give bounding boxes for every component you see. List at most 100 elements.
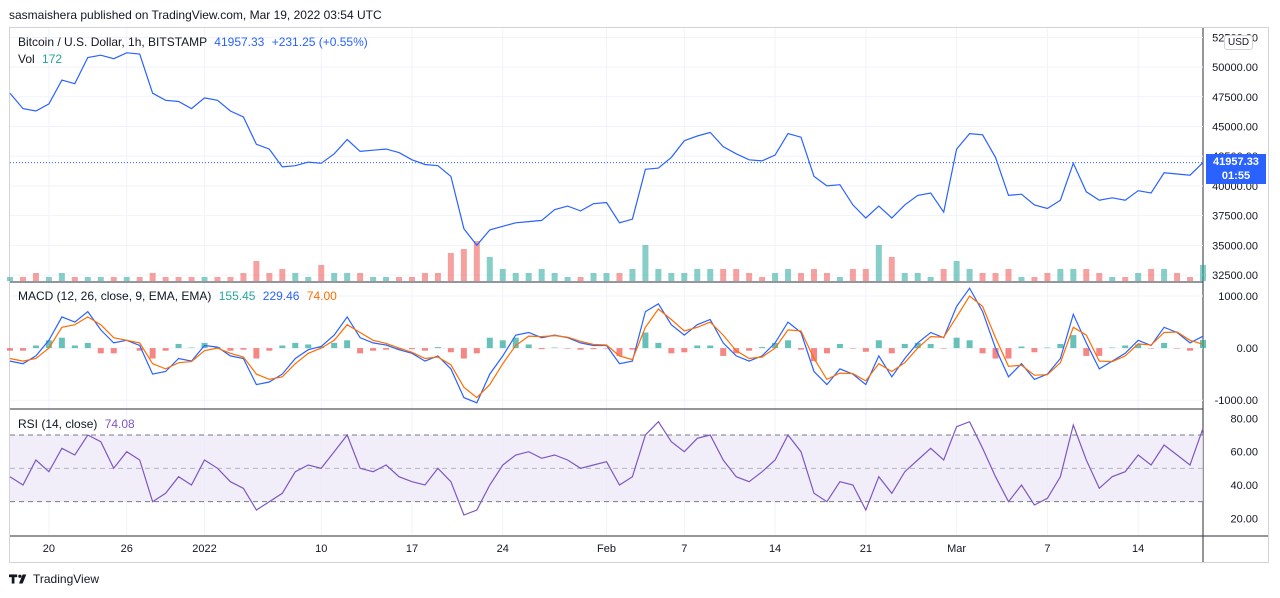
volume-bar [421,273,428,281]
macd-histogram-bar [344,340,351,349]
volume-bar [253,261,260,281]
volume-bar [1187,277,1194,281]
volume-bar [486,257,493,281]
macd-histogram-bar [1122,345,1129,349]
volume-bar [434,273,441,281]
macd-histogram-bar [772,342,779,349]
macd-histogram-bar [188,347,195,349]
macd-signal-line [9,295,1204,399]
macd-legend: MACD (12, 26, close, 9, EMA, EMA) 155.45… [18,289,337,303]
macd-histogram-bar [966,340,973,349]
x-tick-label: 7 [1044,543,1050,555]
macd-histogram-bar [927,343,934,349]
volume-bar [123,277,130,281]
macd-histogram-bar [992,348,999,359]
volume-bar [7,277,13,281]
bar-countdown: 01:55 [1221,169,1251,182]
volume-bar [447,253,454,281]
macd-histogram-bar [434,347,441,349]
rsi-label: RSI (14, close) [18,417,98,431]
macd-histogram-bar [58,337,65,349]
macd-histogram-bar [1070,335,1077,349]
macd-histogram-bar [19,348,26,351]
volume-bar [1161,269,1168,281]
volume-bar [746,273,753,281]
macd-histogram-bar [253,348,260,359]
vol-value: 172 [42,52,63,66]
macd-histogram-bar [71,345,78,349]
macd-histogram-bar [551,347,558,349]
macd-histogram-bar [785,340,792,349]
macd-histogram-bar [149,348,156,359]
macd-histogram-bar [266,348,273,351]
volume-bar [772,273,779,281]
rsi-value: 74.08 [104,417,135,431]
macd-histogram-bar [1148,348,1155,349]
volume-bar [97,277,104,281]
macd-histogram-bar [84,342,91,349]
volume-bar [681,273,688,281]
macd-value: 229.46 [262,289,300,303]
macd-tick-label: -1000.00 [1215,395,1258,407]
volume-bar [110,277,117,281]
macd-tick-label: 0.00 [1237,343,1258,355]
price-tick-label: 45000.00 [1212,121,1258,133]
macd-histogram-bar [97,348,104,354]
volume-bar [1109,277,1116,281]
macd-histogram-bar [707,345,714,349]
macd-histogram-bar [720,348,727,356]
volume-bar [396,277,403,281]
footer-brand[interactable]: TradingView [33,572,100,586]
macd-tick-label: 1000.00 [1218,291,1258,303]
macd-histogram-bar [603,348,610,349]
macd-histogram-bar [616,348,623,356]
macd-histogram-bar [1044,347,1051,349]
volume-bar [1148,269,1155,281]
volume-bar [888,257,895,281]
x-tick-label: Mar [947,543,966,555]
volume-bar [551,273,558,281]
macd-histogram-bar [383,348,390,350]
volume-bar [798,273,805,281]
volume-bar [305,277,312,281]
macd-histogram-bar [331,342,338,349]
x-tick-label: 20 [43,543,55,555]
price-tick-label: 50000.00 [1212,62,1258,74]
vol-label: Vol [18,52,35,66]
volume-bar [979,273,986,281]
macd-histogram-bar [421,348,428,351]
volume-bar [227,277,234,281]
macd-histogram-bar [694,345,701,349]
volume-bar [720,269,727,281]
macd-histogram-bar [849,348,856,349]
rsi-tick-label: 40.00 [1230,480,1258,492]
macd-histogram-bar [798,348,805,350]
price-tick-label: 35000.00 [1212,240,1258,252]
macd-label: MACD (12, 26, close, 9, EMA, EMA) [18,289,212,303]
price-legend: Bitcoin / U.S. Dollar, 1h, BITSTAMP 4195… [18,35,368,49]
volume-bar [188,277,195,281]
volume-bar [136,277,143,281]
volume-bar [292,273,299,281]
volume-bar [862,269,869,281]
currency-badge[interactable]: USD [1224,35,1254,50]
macd-histogram-bar [45,340,52,349]
rsi-tick-label: 80.00 [1230,413,1258,425]
macd-histogram-bar [279,345,286,349]
macd-histogram-bar [1057,343,1064,349]
macd-histogram-bar [901,343,908,349]
volume-bar [694,269,701,281]
volume-bar [901,273,908,281]
volume-bar [849,269,856,281]
price-tick-label: 37500.00 [1212,211,1258,223]
volume-bar [836,277,843,281]
macd-histogram-bar [32,345,39,349]
last-price-tag: 41957.33 01:55 [1206,153,1266,184]
macd-histogram-bar [1018,346,1025,349]
volume-bar [927,277,934,281]
macd-histogram-bar [681,348,688,353]
macd-histogram-bar [447,348,454,353]
volume-bar [19,277,26,281]
volume-bar [512,273,519,281]
